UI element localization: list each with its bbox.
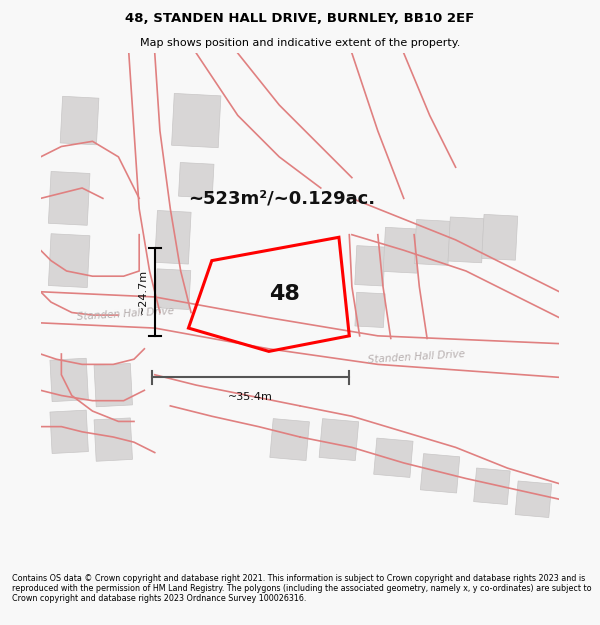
Text: ~24.7m: ~24.7m <box>139 269 148 314</box>
Polygon shape <box>473 468 510 504</box>
Polygon shape <box>50 358 88 402</box>
Polygon shape <box>515 481 552 518</box>
Text: Contains OS data © Crown copyright and database right 2021. This information is : Contains OS data © Crown copyright and d… <box>12 574 592 603</box>
Polygon shape <box>355 292 385 328</box>
Polygon shape <box>94 418 133 461</box>
Text: 48: 48 <box>269 284 300 304</box>
Text: ~35.4m: ~35.4m <box>228 392 273 402</box>
Polygon shape <box>49 234 90 288</box>
Polygon shape <box>448 217 484 262</box>
Text: 48, STANDEN HALL DRIVE, BURNLEY, BB10 2EF: 48, STANDEN HALL DRIVE, BURNLEY, BB10 2E… <box>125 12 475 24</box>
Polygon shape <box>421 454 460 493</box>
Polygon shape <box>383 228 419 273</box>
Polygon shape <box>374 438 413 478</box>
Polygon shape <box>179 162 214 198</box>
Polygon shape <box>414 219 450 266</box>
Polygon shape <box>60 96 99 145</box>
Text: Standen Hall Drive: Standen Hall Drive <box>77 306 175 322</box>
Polygon shape <box>319 419 359 461</box>
Text: Map shows position and indicative extent of the property.: Map shows position and indicative extent… <box>140 38 460 48</box>
Text: ~523m²/~0.129ac.: ~523m²/~0.129ac. <box>188 189 376 208</box>
Polygon shape <box>94 364 133 407</box>
Polygon shape <box>49 171 90 225</box>
Polygon shape <box>270 419 310 461</box>
Polygon shape <box>172 94 221 148</box>
Polygon shape <box>482 214 518 260</box>
Polygon shape <box>155 211 191 264</box>
Text: Standen Hall Drive: Standen Hall Drive <box>367 349 465 364</box>
Polygon shape <box>50 410 88 454</box>
Polygon shape <box>155 269 191 309</box>
Polygon shape <box>355 246 385 286</box>
